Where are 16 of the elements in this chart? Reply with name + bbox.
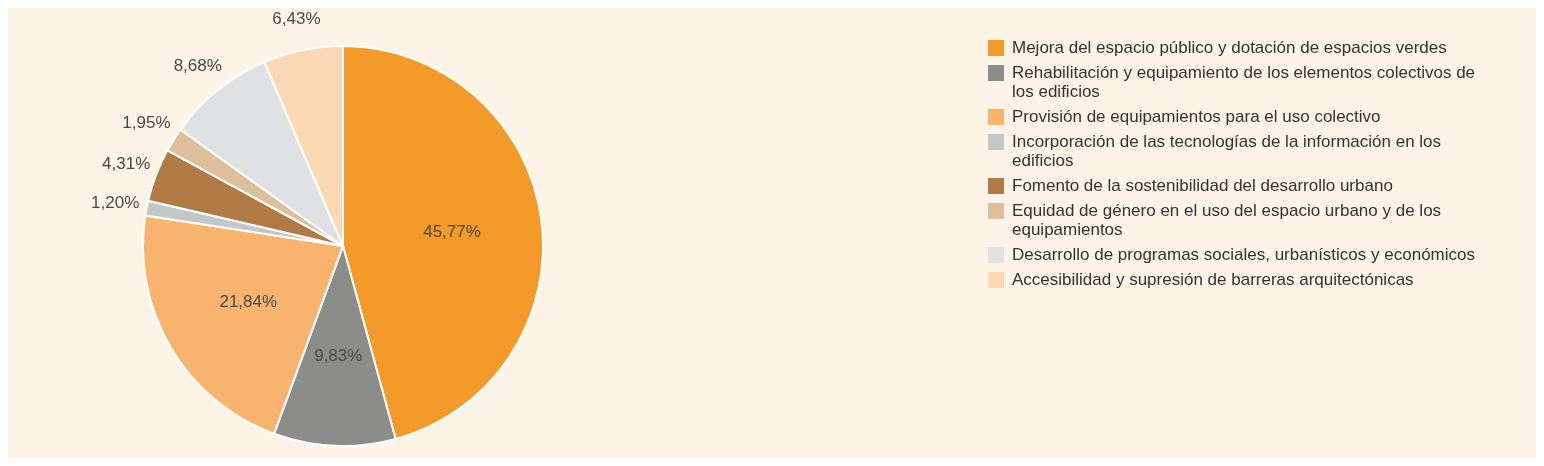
data-label: 45,77% bbox=[423, 221, 481, 241]
legend-label: Accesibilidad y supresión de barreras arquitectónicas bbox=[1012, 270, 1414, 289]
legend-label: Rehabilitación y equipamiento de los elementos colectivos de los edificios bbox=[1012, 63, 1477, 101]
data-label: 1,20% bbox=[91, 192, 140, 212]
legend-label: Desarrollo de programas sociales, urbanísticos y económicos bbox=[1012, 245, 1475, 264]
data-label: 4,31% bbox=[102, 153, 151, 173]
legend-label: Incorporación de las tecnologías de la información en los edificios bbox=[1012, 132, 1443, 170]
data-label: 1,95% bbox=[122, 113, 171, 133]
data-label: 9,83% bbox=[314, 346, 363, 366]
data-label: 6,43% bbox=[272, 9, 321, 29]
data-label: 8,68% bbox=[173, 55, 222, 75]
legend-label: Equidad de género en el uso del espacio urbano y de los equipamientos bbox=[1012, 201, 1443, 239]
data-label: 21,84% bbox=[219, 292, 278, 312]
legend-label: Fomento de la sostenibilidad del desarrollo urbano bbox=[1012, 176, 1393, 195]
legend-label: Provisión de equipamientos para el uso colectivo bbox=[1012, 107, 1381, 126]
legend-label: Mejora del espacio público y dotación de espacios verdes bbox=[1012, 38, 1447, 57]
